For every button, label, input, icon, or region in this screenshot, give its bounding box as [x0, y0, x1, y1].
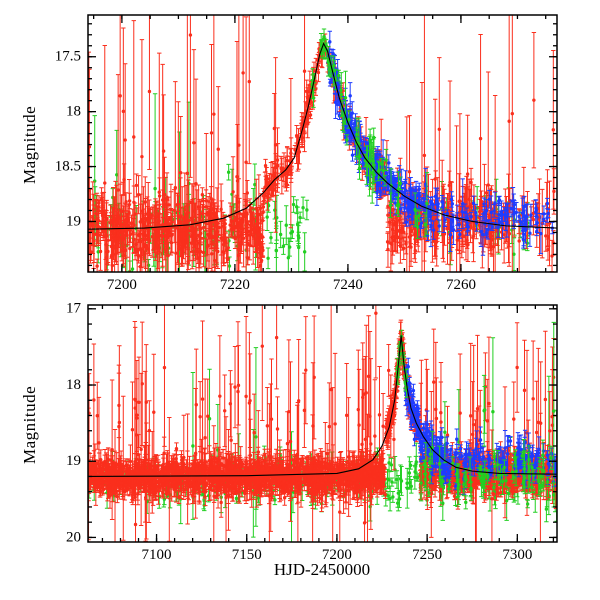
y-axis-label-bottom: Magnitude — [20, 385, 39, 465]
x-axis-label: HJD-2450000 — [273, 560, 371, 579]
y-axis-label-top: Magnitude — [20, 105, 39, 185]
